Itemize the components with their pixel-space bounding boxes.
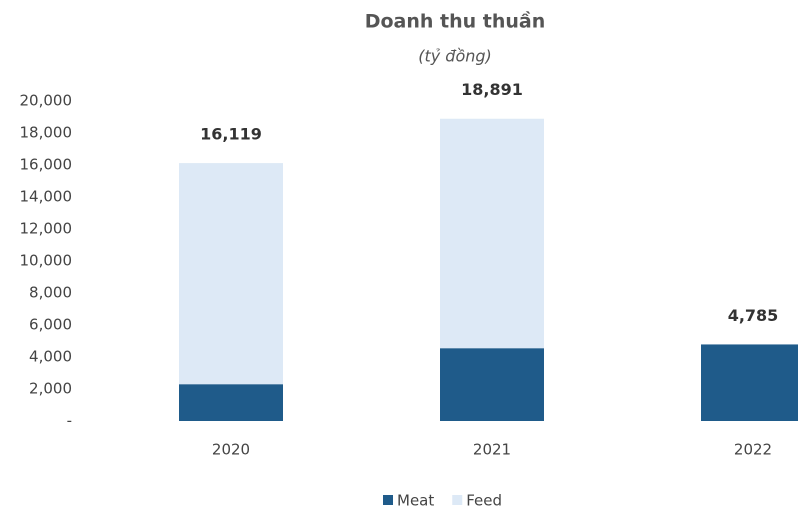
y-tick-label: 4,000 (29, 348, 72, 366)
chart-title: Doanh thu thuần (365, 10, 546, 33)
x-tick-label: 2022 (734, 441, 772, 459)
y-tick-label: 8,000 (29, 284, 72, 302)
y-tick-label: 20,000 (20, 92, 73, 110)
x-tick-label: 2020 (212, 441, 250, 459)
total-label: 4,785 (728, 306, 779, 325)
bar-segment (179, 384, 283, 421)
bar-segment (440, 348, 544, 421)
total-label: 18,891 (461, 80, 523, 99)
legend-swatch (383, 495, 393, 505)
bar-segment (440, 118, 544, 349)
y-tick-label: 2,000 (29, 380, 72, 398)
legend-swatch (452, 495, 463, 505)
bar-segment (179, 163, 283, 385)
y-tick-label: - (67, 412, 72, 430)
y-tick-label: 16,000 (20, 156, 73, 174)
y-tick-label: 6,000 (29, 316, 72, 334)
x-tick-label: 2021 (473, 441, 511, 459)
y-tick-label: 14,000 (20, 188, 73, 206)
legend-label: Feed (466, 492, 502, 510)
total-label: 16,119 (200, 125, 262, 144)
y-tick-label: 12,000 (20, 220, 73, 238)
bar-segment (701, 344, 798, 421)
y-tick-label: 10,000 (20, 252, 73, 270)
legend-label: Meat (397, 492, 434, 510)
chart-subtitle: (tỷ đồng) (418, 47, 492, 66)
y-tick-label: 18,000 (20, 124, 73, 142)
